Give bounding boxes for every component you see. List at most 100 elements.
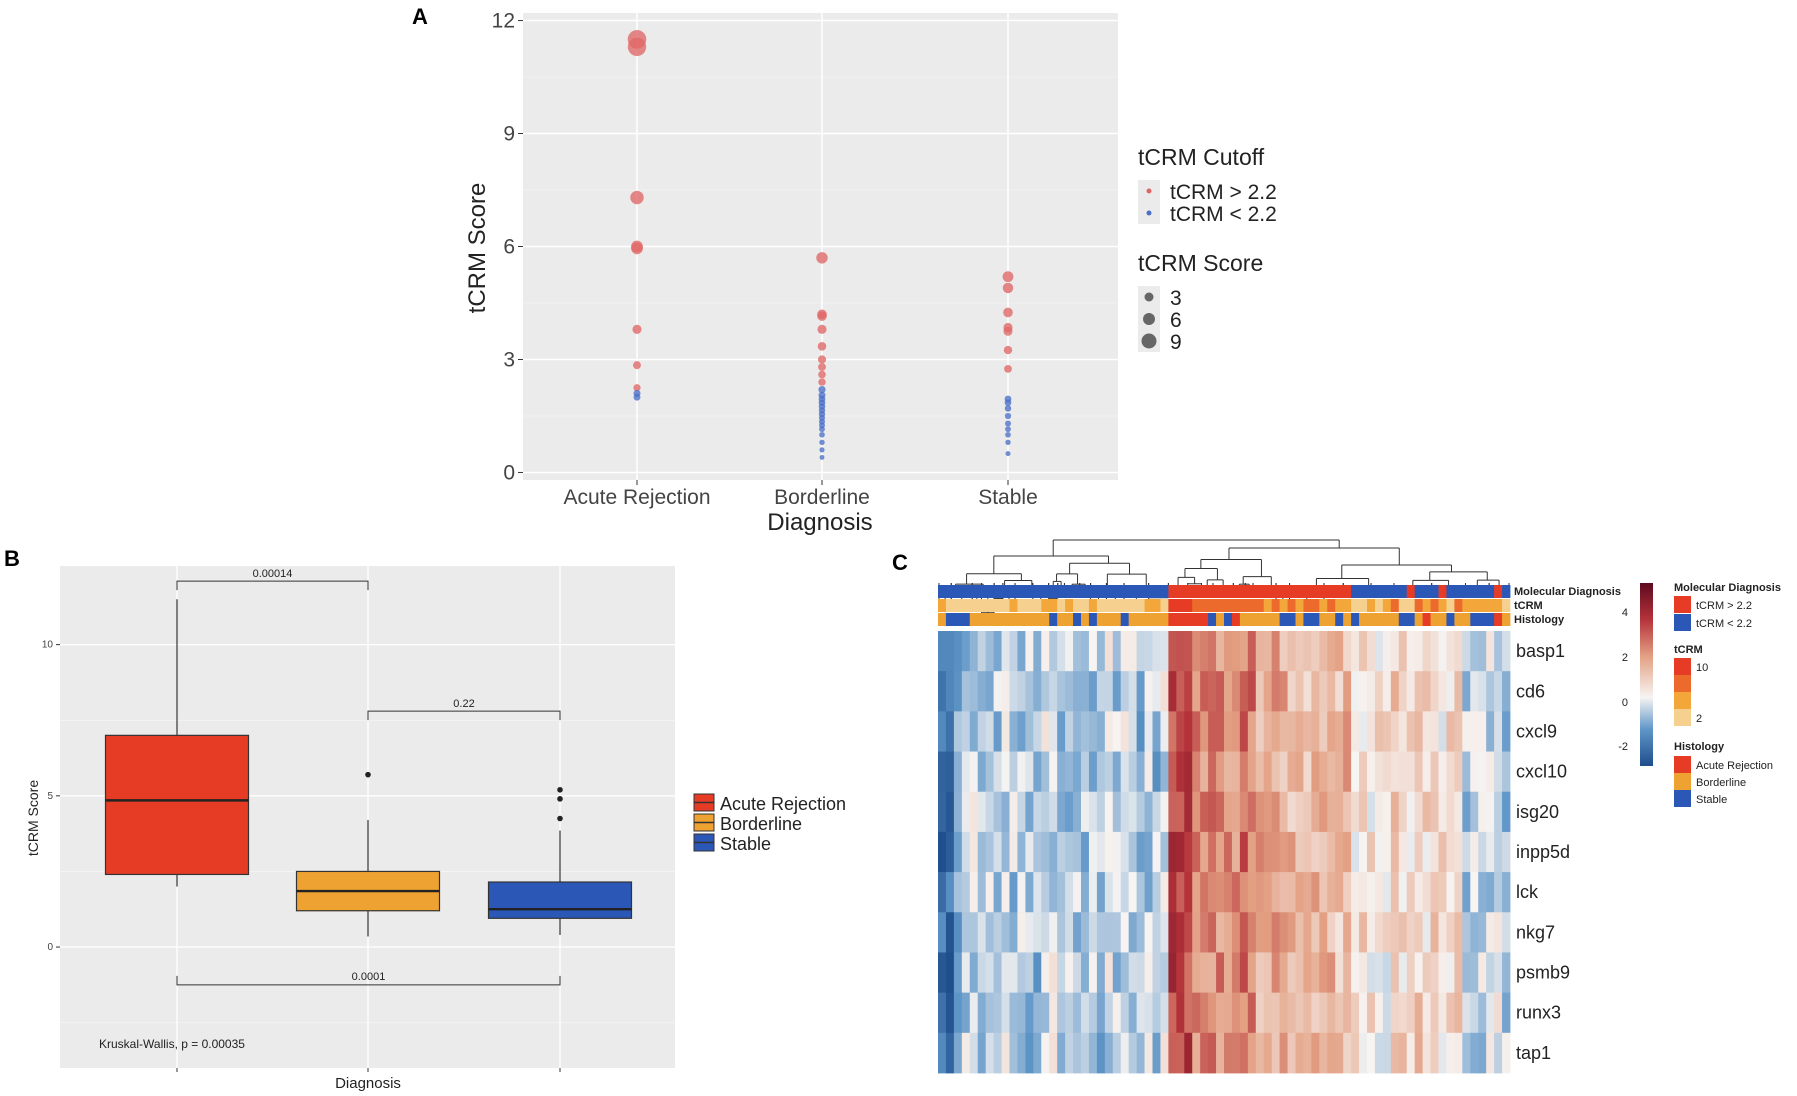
panel-c-annotation-cell [1351, 585, 1360, 598]
panel-c-heat-cell [1295, 631, 1304, 672]
panel-c-heat-cell [938, 952, 947, 994]
panel-c-heat-cell [945, 791, 955, 833]
panel-c-heat-cell [1017, 751, 1026, 793]
panel-c-annotation-cell [945, 613, 955, 626]
panel-label-c: C [892, 550, 908, 575]
panel-c-heat-cell [1200, 791, 1209, 833]
panel-c-annotation-cell [1454, 585, 1463, 598]
panel-c-color-scale [1640, 583, 1653, 766]
panel-c-heat-cell [1088, 671, 1098, 712]
panel-c-heat-cell [1168, 671, 1177, 712]
panel-c-heat-cell [1104, 791, 1114, 833]
panel-c-heat-cell [1009, 912, 1018, 953]
panel-c-heat-cell [1192, 671, 1201, 712]
panel-c-heat-cell [1096, 751, 1106, 793]
panel-c-heat-cell [961, 952, 971, 994]
panel-c-heat-cell [1374, 952, 1384, 994]
panel-c-heat-cell [1184, 631, 1193, 672]
panel-c-heat-cell [1009, 992, 1018, 1034]
panel-c-heat-cell [977, 992, 987, 1034]
panel-c-heat-cell [993, 711, 1002, 752]
panel-c-heat-cell [1041, 992, 1050, 1034]
panel-c-heat-cell [1096, 992, 1106, 1034]
panel-c-annotation-cell [1001, 585, 1010, 598]
panel-c-annotation-cell [1406, 613, 1416, 626]
panel-c-heat-cell [1438, 711, 1447, 752]
panel-c-heat-cell [1017, 711, 1026, 752]
panel-c-heat-cell [1351, 952, 1360, 994]
panel-c-heat-cell [1216, 791, 1225, 833]
panel-c-annotation-cell [1231, 613, 1241, 626]
panel-b-box [104, 734, 250, 876]
panel-c-annotation-cell [1239, 613, 1249, 626]
panel-c-heat-cell [1216, 831, 1225, 873]
panel-c-heat-cell [1502, 1032, 1511, 1074]
panel-c-heat-cell [1247, 791, 1257, 833]
panel-c-annotation-cell [969, 585, 979, 598]
panel-c-heat-cell [1494, 831, 1503, 873]
panel-c-gene-label: runx3 [1516, 1003, 1561, 1023]
panel-c-heat-cell [1208, 751, 1217, 793]
panel-a-point [819, 426, 825, 433]
panel-c-heat-cell [1176, 912, 1185, 953]
panel-c-heat-cell [1255, 751, 1265, 793]
panel-a-legend-score-6: 6 [1170, 309, 1182, 332]
panel-c-annotation-cell [1128, 613, 1138, 626]
panel-c-heat-cell [1168, 992, 1177, 1034]
panel-c-heat-cell [1263, 1032, 1273, 1074]
panel-c-heat-cell [1414, 1032, 1424, 1074]
panel-c-heat-cell [1128, 872, 1138, 913]
panel-c-heat-cell [1430, 1032, 1439, 1074]
panel-c-heat-cell [1343, 791, 1352, 833]
panel-c-heat-cell [1017, 791, 1026, 833]
panel-c-heat-cell [1088, 751, 1098, 793]
panel-c-heat-cell [1160, 791, 1169, 833]
panel-c-heat-cell [1231, 952, 1241, 994]
panel-c-annotation-cell [1271, 585, 1281, 598]
panel-c-heat-cell [1351, 992, 1360, 1034]
panel-c-annotation-cell [1271, 613, 1281, 626]
panel-c-heat-cell [1414, 791, 1424, 833]
panel-c-annotation-cell [1486, 613, 1495, 626]
panel-c-annotation-cell [1065, 613, 1074, 626]
panel-c-heat-cell [938, 992, 947, 1034]
panel-c-annotation-cell [1398, 585, 1408, 598]
panel-c-heat-cell [969, 992, 979, 1034]
panel-c-heat-cell [1390, 791, 1400, 833]
panel-c-annotation-cell [1120, 613, 1130, 626]
panel-c-heat-cell [1176, 751, 1185, 793]
panel-c-annotation-cell [985, 599, 995, 612]
panel-b-comparison-bracket [176, 975, 561, 986]
panel-c-legend-tcrm-key-1 [1674, 658, 1691, 675]
panel-c-heat-cell [1398, 831, 1408, 873]
panel-c-heat-cell [1168, 751, 1177, 793]
panel-c-scale-tick-4: 4 [1622, 607, 1628, 619]
panel-c-heat-cell [1160, 992, 1169, 1034]
panel-c-heat-cell [1152, 831, 1161, 873]
panel-c-annotation-cell [1057, 585, 1066, 598]
panel-c-heat-cell [1263, 671, 1273, 712]
panel-c-heat-cell [1041, 1032, 1050, 1074]
panel-c-annotation-cell [1096, 599, 1106, 612]
panel-c-heat-cell [1319, 631, 1328, 672]
panel-c-heat-cell [1406, 751, 1416, 793]
panel-c-heat-cell [1088, 711, 1098, 752]
panel-a-legend-score-title: tCRM Score [1138, 250, 1263, 276]
panel-c-annotation-cell [1088, 613, 1098, 626]
panel-c-annotation-cell [1200, 613, 1209, 626]
panel-c-heat-cell [1088, 791, 1098, 833]
panel-c-heat-cell [1478, 831, 1487, 873]
panel-c-heat-cell [1001, 831, 1010, 873]
panel-c-heat-cell [1152, 1032, 1161, 1074]
panel-c-heat-cell [1120, 872, 1130, 913]
panel-c-heat-cell [1065, 791, 1074, 833]
panel-c-heat-cell [985, 711, 995, 752]
panel-c-heat-cell [1446, 912, 1455, 953]
panel-c-heat-cell [1200, 912, 1209, 953]
panel-c-heat-cell [1454, 952, 1463, 994]
panel-c-heat-cell [1017, 1032, 1026, 1074]
panel-c-heat-cell [1359, 872, 1368, 913]
panel-c-heat-cell [1287, 751, 1296, 793]
panel-c-heat-cell [1319, 751, 1328, 793]
panel-c-heat-cell [1359, 992, 1368, 1034]
